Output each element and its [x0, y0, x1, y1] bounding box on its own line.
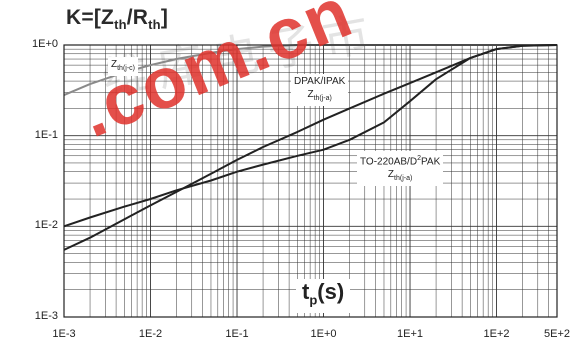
chart-title: K=[Zth/Rth]	[66, 6, 168, 32]
y-tick-label: 1E+0	[32, 38, 58, 50]
zthjc-sub: th(j-c)	[117, 65, 135, 72]
to220-sup: 2	[417, 155, 421, 162]
title-th1: th	[114, 17, 127, 33]
x-tick-label: 1E-1	[225, 328, 249, 340]
to220-sub: th(j-a)	[394, 175, 413, 183]
title-slash: /R	[126, 6, 149, 29]
annotation-to220: TO-220AB/D2PAK Zth(j-a)	[357, 151, 444, 187]
to220-main: Z	[387, 169, 395, 181]
x-tick-label: 1E+2	[483, 328, 510, 340]
zthjc-main: Z	[111, 59, 118, 70]
x-tick-label: 1E-3	[52, 328, 76, 340]
title-k: K=[Z	[66, 6, 115, 29]
to220-line1b: PAK	[420, 156, 441, 168]
xlabel-t: t	[302, 279, 310, 304]
plot-frame	[63, 44, 558, 318]
x-tick-label: 1E+0	[310, 328, 337, 340]
x-tick-label: 1E+1	[397, 328, 424, 340]
y-tick-label: 1E-3	[34, 310, 58, 322]
y-tick-label: 1E-2	[34, 219, 58, 232]
y-tick-label: 1E-1	[34, 128, 58, 141]
series-line-2	[63, 44, 558, 228]
x-axis-label: tp(s)	[296, 279, 351, 314]
dpak-sub: th(j-a)	[313, 95, 332, 102]
annotation-dpak: DPAK/IPAK Zth(j-a)	[291, 74, 349, 106]
x-tick-label: 1E-2	[138, 328, 163, 340]
x-tick-label: 5E+2	[544, 328, 570, 340]
dpak-line1: DPAK/IPAK	[294, 76, 346, 87]
xlabel-sub: p	[309, 292, 318, 308]
to220-line1a: TO-220AB/D	[360, 156, 418, 168]
title-close: ]	[160, 6, 169, 29]
title-th2: th	[148, 17, 161, 33]
xlabel-rest: (s)	[317, 279, 345, 304]
dpak-main: Z	[307, 89, 314, 100]
annotation-zthjc: Zth(j-c)	[108, 57, 138, 76]
